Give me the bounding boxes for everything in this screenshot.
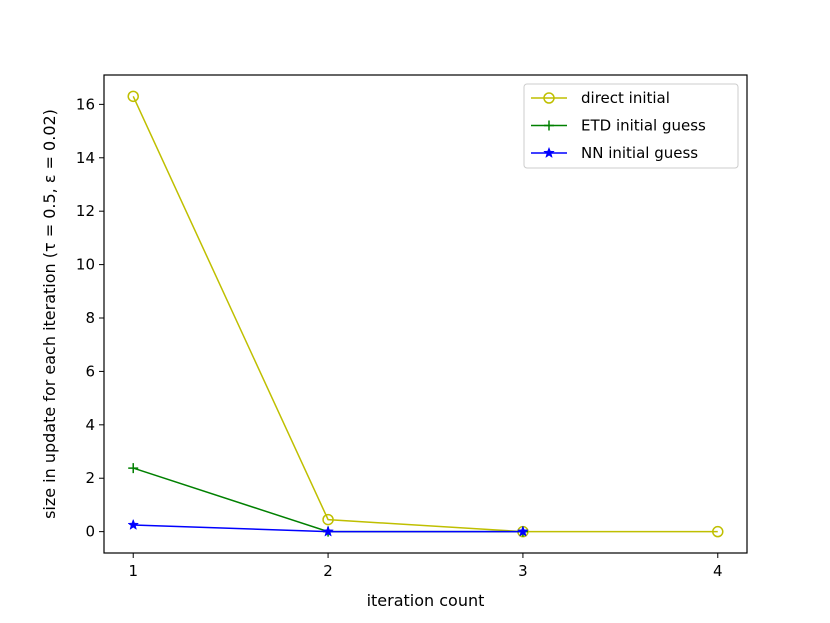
y-tick-label: 14 [76, 149, 95, 167]
legend-label: direct initial [581, 89, 670, 107]
data-point-direct-initial [322, 513, 334, 526]
x-tick-label: 3 [518, 562, 528, 580]
y-tick-label: 4 [85, 416, 95, 434]
axes-frame [103, 74, 748, 554]
y-axis-label: size in update for each iteration (τ = 0… [40, 109, 59, 519]
y-tick-label: 8 [85, 309, 95, 327]
x-tick-label: 2 [323, 562, 333, 580]
data-point-direct-initial [127, 90, 139, 103]
legend-marker [544, 120, 554, 131]
y-axis: 0 2 4 6 8 10 12 14 16 [76, 95, 104, 541]
data-point-nn-initial-guess [517, 525, 529, 537]
data-point-nn-initial-guess [322, 525, 334, 537]
x-tick-label: 4 [713, 562, 723, 580]
x-tick-label: 1 [128, 562, 138, 580]
data-point-nn-initial-guess [127, 518, 140, 530]
y-tick-label: 12 [76, 202, 95, 220]
y-tick-label: 16 [76, 95, 95, 113]
legend-marker [543, 92, 555, 104]
data-point-etd-initial-guess [128, 463, 139, 474]
y-tick-label: 6 [85, 362, 95, 380]
legend-label: NN initial guess [581, 144, 698, 162]
series-line-direct-initial [132, 96, 718, 533]
x-axis: 1 2 3 4 [128, 553, 723, 580]
y-tick-label: 0 [85, 523, 95, 541]
y-tick-label: 2 [85, 469, 95, 487]
plot-area [127, 90, 724, 538]
legend-label: ETD initial guess [581, 117, 706, 135]
x-axis-label: iteration count [367, 591, 485, 610]
legend: direct initial ETD initial guess NN initia… [523, 83, 739, 169]
legend-marker [543, 146, 555, 159]
legend-box [523, 83, 739, 169]
data-point-direct-initial [712, 525, 724, 538]
y-tick-label: 10 [76, 256, 95, 274]
